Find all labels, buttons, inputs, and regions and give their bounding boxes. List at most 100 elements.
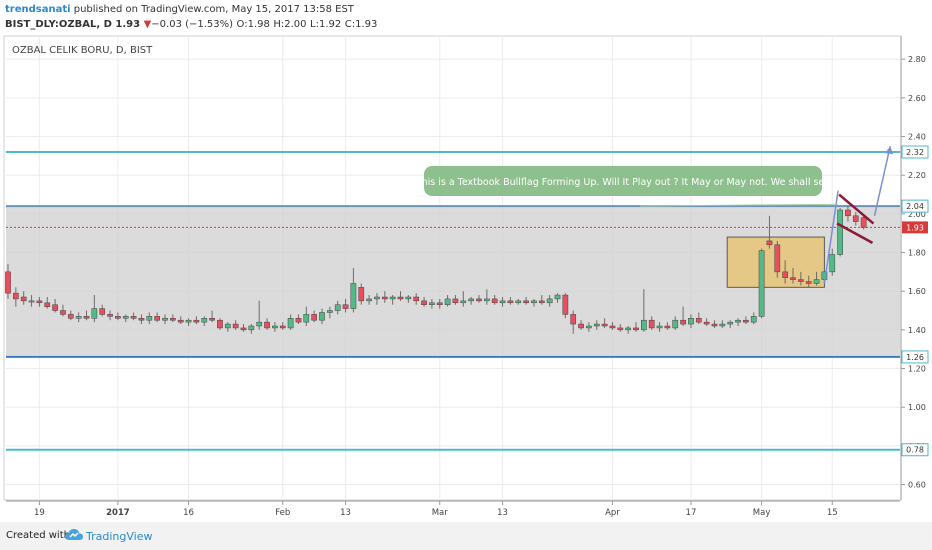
flag-lower-line[interactable] — [836, 222, 874, 244]
candle-body — [766, 240, 773, 246]
candle-body — [586, 325, 592, 329]
time-tick-label: Mar — [432, 508, 449, 518]
close-label: C: — [344, 19, 356, 30]
candle-body — [5, 271, 11, 294]
candle-body — [334, 304, 341, 311]
open-value: 1.98 — [247, 19, 270, 30]
price-tick-label: 2.40 — [908, 133, 926, 142]
publish-info: trendsanati published on TradingView.com… — [5, 4, 354, 15]
price-tick-label: 1.00 — [908, 403, 926, 412]
candle-body — [617, 327, 624, 331]
time-tick-label: Feb — [275, 508, 290, 518]
candle-body — [641, 319, 647, 331]
author-link[interactable]: trendsanati — [5, 4, 71, 15]
chart-header: trendsanati published on TradingView.com… — [0, 0, 932, 34]
candle-body — [860, 217, 867, 228]
last-price-tag[interactable] — [902, 221, 928, 234]
candle-body — [829, 254, 836, 273]
price-tick-label: 1.80 — [908, 249, 926, 258]
candle-body — [790, 277, 796, 280]
tradingview-cloud-icon[interactable] — [64, 527, 84, 547]
candle-body — [366, 298, 372, 302]
candle-body — [154, 316, 161, 321]
candle-body — [507, 300, 514, 304]
candle-body — [538, 300, 545, 304]
hline-price-label: 1.26 — [906, 353, 924, 362]
hline-price-tag[interactable] — [901, 199, 929, 213]
candle-body — [852, 215, 859, 222]
candle-body — [240, 327, 247, 331]
flag-upper-line[interactable] — [838, 193, 875, 225]
price-tick-label: 2.00 — [908, 210, 926, 219]
annotation-box[interactable] — [424, 166, 822, 196]
candle-body — [209, 318, 215, 321]
candle-body — [138, 318, 145, 321]
hline-price-tag[interactable] — [901, 145, 929, 159]
last-price: 1.93 — [115, 19, 141, 30]
candle-body — [523, 300, 529, 304]
time-tick-label: 17 — [686, 508, 697, 518]
horizontal-lines[interactable] — [6, 151, 900, 451]
candle-body — [845, 209, 851, 217]
candle-body — [115, 316, 121, 319]
candle-body — [421, 300, 427, 305]
created-with-label: Created with — [6, 530, 70, 541]
candle-body — [130, 316, 137, 319]
candle-body — [232, 323, 239, 329]
candle-body — [805, 281, 812, 284]
candle-body — [735, 319, 741, 323]
candle-body — [83, 316, 90, 319]
candle-body — [633, 327, 639, 331]
pole-arrow-line[interactable] — [823, 190, 839, 284]
target-arrow-head[interactable] — [885, 146, 894, 155]
time-axis[interactable]: 19 2017 16 Feb 13 Mar 13 Apr 17 May 15 — [6, 500, 900, 518]
candle-body — [656, 325, 663, 329]
candle-body — [287, 318, 294, 329]
price-tick-label: 1.40 — [908, 326, 926, 335]
candle-body — [570, 314, 577, 325]
candle-body — [798, 279, 804, 282]
candle-body — [750, 316, 757, 323]
chart-title: OZBAL CELIK BORU, D, BIST — [12, 45, 153, 56]
candle-body — [217, 319, 223, 329]
hline-price-label: 2.04 — [906, 202, 924, 211]
hline-price-tag[interactable] — [901, 350, 929, 364]
candle-body — [358, 287, 365, 302]
time-tick-label: 15 — [827, 508, 838, 518]
time-tick-label: 2017 — [106, 508, 130, 518]
hline-price-tag[interactable] — [901, 443, 929, 457]
candle-body — [303, 314, 310, 323]
candle-body — [107, 314, 113, 317]
time-tick-label: 13 — [340, 508, 351, 518]
candle-body — [758, 250, 765, 317]
candle-body — [531, 300, 537, 304]
candle-body — [381, 296, 388, 300]
candle-body — [60, 310, 66, 315]
annotation-pointer — [639, 203, 839, 207]
candle-body — [256, 321, 263, 327]
candle-body — [837, 209, 843, 255]
candles — [5, 206, 867, 334]
open-label: O: — [236, 19, 248, 30]
drawings[interactable] — [639, 146, 894, 284]
time-tick-label: 16 — [183, 508, 194, 518]
candle-body — [468, 298, 474, 302]
candle-body — [743, 319, 749, 323]
low-value: 1.92 — [318, 19, 342, 30]
candle-body — [99, 308, 106, 315]
target-arrow-line[interactable] — [873, 146, 891, 216]
price-tick-label: 1.60 — [908, 287, 926, 296]
annotation-callout[interactable]: This is a Textbook Bullflag Forming Up. … — [415, 166, 831, 196]
candle-body — [782, 271, 788, 278]
chart-canvas[interactable]: 0.600.801.001.201.401.601.802.002.202.40… — [0, 0, 932, 522]
annotation-text: This is a Textbook Bullflag Forming Up. … — [415, 177, 831, 188]
candle-body — [264, 321, 270, 329]
candle-body — [727, 321, 734, 325]
tradingview-brand[interactable]: TradingView — [86, 530, 153, 543]
candle-body — [680, 319, 686, 325]
price-tick-label: 2.60 — [908, 94, 926, 103]
price-axis[interactable]: 0.600.801.001.201.401.601.802.002.202.40… — [900, 36, 929, 500]
candle-body — [609, 325, 616, 329]
candle-body — [546, 298, 553, 304]
candle-body — [436, 302, 443, 305]
